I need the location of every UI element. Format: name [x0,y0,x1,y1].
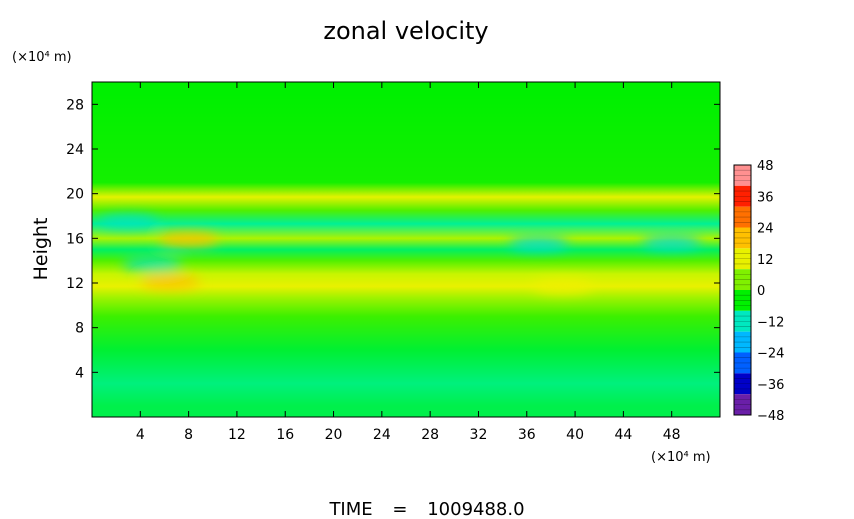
colorbar-tick-label: 36 [757,190,774,205]
x-unit-label: (×10⁴ m) [651,450,711,465]
field-features [98,214,702,294]
y-tick-label: 20 [66,187,84,203]
x-tick-label: 48 [663,427,681,443]
colorbar-box [734,206,751,228]
y-unit-label: (×10⁴ m) [12,50,72,65]
x-tick-label: 32 [470,427,488,443]
colorbar-box [734,227,751,249]
x-tick-label: 44 [614,427,632,443]
colorbar-frame [733,164,752,416]
colorbar-box [734,394,751,415]
colorbar-tick-label: 24 [757,222,774,237]
colorbar-tick-label: 0 [757,284,765,299]
colorbar-box [734,165,751,186]
colorbar-box [734,331,751,353]
field-feature-2 [533,279,593,294]
field-feature-4 [641,235,702,250]
colorbar-boxes [733,164,752,416]
colorbar-tick-label: −24 [757,347,784,362]
y-tick-label: 8 [75,321,84,337]
colorbar-ticks: 48 36 24 12 0 −12 −24 −36 −48 [757,159,784,424]
plot-frame [91,81,721,418]
colorbar-tick-label: −12 [757,315,784,330]
time-label: TIME [328,499,372,519]
y-axis-ticks: 4 8 12 16 20 24 28 [66,97,720,381]
y-tick-label: 24 [66,142,84,158]
y-axis-label: Height [30,218,52,281]
y-tick-label: 4 [75,365,84,381]
y-tick-label: 16 [66,231,84,247]
colorbar-box [734,248,751,270]
x-tick-label: 40 [566,427,584,443]
plot-area [91,81,721,418]
colorbar: 48 36 24 12 0 −12 −24 −36 −48 [733,159,784,424]
colorbar-box [734,290,751,311]
field-background [92,82,720,417]
y-tick-label: 12 [66,276,84,292]
field-feature-0 [140,274,201,289]
x-tick-label: 8 [184,427,193,443]
colorbar-box [734,373,751,395]
field-feature-6 [98,214,159,229]
time-equals: = [392,499,407,519]
time-value: 1009488.0 [427,499,524,519]
x-axis-ticks: 4 8 12 16 20 24 28 32 36 40 44 48 [136,82,681,443]
field-feature-3 [508,236,569,251]
colorbar-tick-label: −48 [757,409,784,424]
x-tick-label: 36 [518,427,536,443]
field-feature-1 [158,232,219,247]
x-tick-label: 20 [325,427,343,443]
colorbar-box [734,185,751,207]
time-readout: TIME = 1009488.0 [328,499,524,519]
colorbar-tick-label: −36 [757,378,784,393]
colorbar-box [734,352,751,374]
field-feature-5 [122,257,183,272]
colorbar-tick-label: 12 [757,253,774,268]
chart-title: zonal velocity [323,17,488,45]
x-tick-label: 16 [276,427,294,443]
colorbar-box [734,269,751,290]
x-tick-label: 24 [373,427,391,443]
x-tick-label: 4 [136,427,145,443]
x-tick-label: 12 [228,427,246,443]
x-tick-label: 28 [421,427,439,443]
y-tick-label: 28 [66,97,84,113]
colorbar-box [734,310,751,332]
colorbar-tick-label: 48 [757,159,774,174]
